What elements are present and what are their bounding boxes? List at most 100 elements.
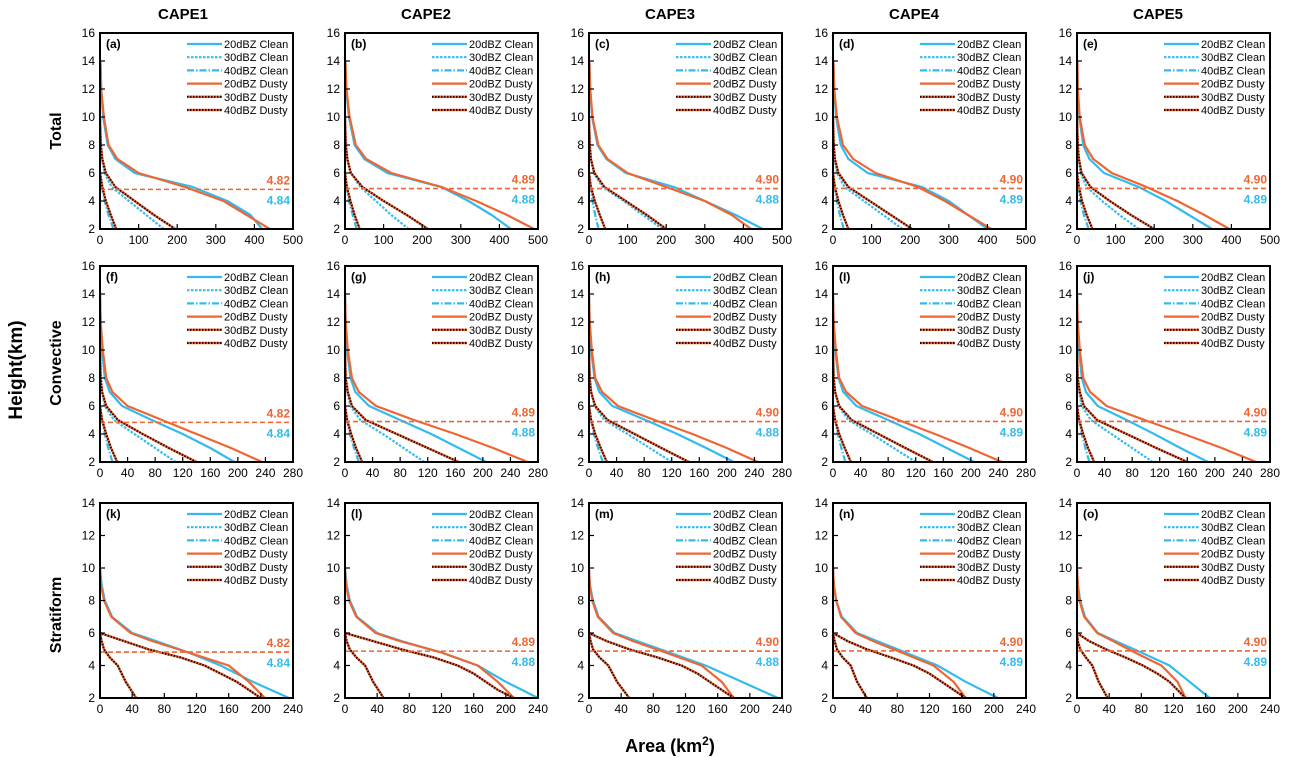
legend-entry: 20dBZ Clean (224, 39, 288, 51)
x-tick-label: 400 (733, 233, 753, 247)
x-tick-label: 400 (244, 233, 264, 247)
legend-entry: 30dBZ Dusty (1201, 92, 1265, 104)
dusty-level-label: 4.90 (756, 173, 780, 187)
plot-frame (344, 265, 539, 463)
y-tick-label: 12 (815, 529, 829, 543)
clean-level-label: 4.84 (267, 656, 291, 670)
y-tick-label: 2 (333, 691, 340, 705)
y-tick-label: 14 (1059, 287, 1073, 301)
series-40dbz-dusty (833, 405, 852, 462)
series-40dbz-dusty (1077, 405, 1096, 462)
y-tick-label: 10 (327, 110, 341, 124)
legend-entry: 20dBZ Dusty (224, 312, 288, 324)
row-titles: Total Convective Stratiform (48, 112, 65, 653)
legend-entry: 20dBZ Clean (224, 272, 288, 284)
series-20dbz-dusty (833, 293, 1003, 462)
x-tick-label: 120 (675, 702, 695, 716)
x-tick-label: 100 (618, 233, 638, 247)
x-tick-label: 0 (1074, 466, 1081, 480)
series-20dbz-dusty (589, 60, 752, 229)
clean-level-label: 4.88 (512, 193, 536, 207)
y-tick-label: 8 (1065, 371, 1072, 385)
series-30dbz-clean (589, 349, 673, 462)
dusty-level-label: 4.90 (1244, 635, 1268, 649)
y-tick-label: 2 (88, 222, 95, 236)
plot-frame (1076, 32, 1271, 230)
y-tick-label: 10 (1059, 561, 1073, 575)
x-tick-label: 160 (933, 466, 953, 480)
col-title-cape2: CAPE2 (401, 6, 451, 23)
legend-entry: 20dBZ Dusty (713, 549, 777, 561)
y-tick-label: 14 (82, 496, 96, 510)
legend-entry: 20dBZ Dusty (224, 549, 288, 561)
series-40dbz-dusty (1077, 632, 1109, 698)
series-30dbz-dusty-base (1077, 349, 1188, 462)
y-tick-label: 2 (1065, 691, 1072, 705)
y-tick-label: 16 (1059, 259, 1073, 273)
legend-entry: 30dBZ Clean (469, 522, 533, 534)
y-tick-label: 10 (327, 561, 341, 575)
x-tick-label: 0 (1074, 702, 1081, 716)
x-tick-label: 240 (1232, 466, 1252, 480)
x-tick-label: 160 (708, 702, 728, 716)
series-40dbz-dusty (833, 632, 868, 698)
legend-entry: 20dBZ Clean (1201, 39, 1265, 51)
legend-entry: 20dBZ Dusty (1201, 312, 1265, 324)
x-tick-label: 160 (200, 466, 220, 480)
x-tick-label: 240 (988, 466, 1008, 480)
series-40dbz-dusty (1077, 172, 1094, 229)
legend-entry: 40dBZ Clean (224, 298, 288, 310)
x-tick-label: 40 (858, 702, 872, 716)
panel-m: 4.90 4.88 2 4 6 8 10 12 14 0 40 80 120 160 200 240 (m) 20… (571, 496, 793, 716)
series-30dbz-dusty (833, 116, 913, 229)
y-tick-label: 12 (327, 529, 341, 543)
series-20dbz-clean (100, 567, 290, 698)
clean-level-label: 4.89 (1244, 192, 1268, 206)
x-tick-label: 0 (342, 233, 349, 247)
x-tick-label: 400 (977, 233, 997, 247)
dusty-level-label: 4.89 (512, 635, 536, 649)
panel-lines-o (1077, 567, 1211, 698)
x-tick-label: 500 (283, 233, 303, 247)
legend-entry: 30dBZ Clean (1201, 522, 1265, 534)
x-tick-label: 200 (228, 466, 248, 480)
y-tick-label: 4 (333, 659, 340, 673)
x-tick-label: 80 (148, 466, 162, 480)
y-tick-label: 10 (571, 561, 585, 575)
x-tick-label: 240 (500, 466, 520, 480)
y-tick-label: 8 (821, 138, 828, 152)
x-axis-label-main: Area (km (625, 736, 702, 756)
x-tick-label: 40 (1098, 466, 1112, 480)
legend-entry: 40dBZ Dusty (713, 338, 777, 350)
x-tick-label: 0 (830, 466, 837, 480)
x-tick-label: 100 (862, 233, 882, 247)
legend-entry: 20dBZ Clean (713, 509, 777, 521)
x-tick-label: 280 (1260, 466, 1280, 480)
series-30dbz-dusty (1077, 116, 1155, 229)
series-40dbz-dusty (833, 172, 850, 229)
series-20dbz-dusty (589, 293, 759, 462)
legend-entry: 20dBZ Dusty (713, 79, 777, 91)
legend-entry: 30dBZ Clean (713, 52, 777, 64)
y-tick-label: 4 (1065, 659, 1072, 673)
y-tick-label: 2 (1065, 222, 1072, 236)
y-tick-label: 14 (1059, 496, 1073, 510)
plot-frame (832, 265, 1027, 463)
y-tick-label: 14 (327, 54, 341, 68)
x-tick-label: 120 (418, 466, 438, 480)
plot-frame (1076, 265, 1271, 463)
dusty-level-label: 4.90 (1000, 405, 1024, 419)
legend-entry: 40dBZ Clean (1201, 298, 1265, 310)
y-tick-label: 14 (1059, 54, 1073, 68)
y-tick-label: 2 (577, 455, 584, 469)
legend-entry: 40dBZ Dusty (1201, 575, 1265, 587)
legend-entry: 40dBZ Dusty (713, 105, 777, 117)
dusty-level-label: 4.82 (267, 406, 291, 420)
x-tick-label: 0 (97, 466, 104, 480)
y-tick-label: 4 (577, 659, 584, 673)
